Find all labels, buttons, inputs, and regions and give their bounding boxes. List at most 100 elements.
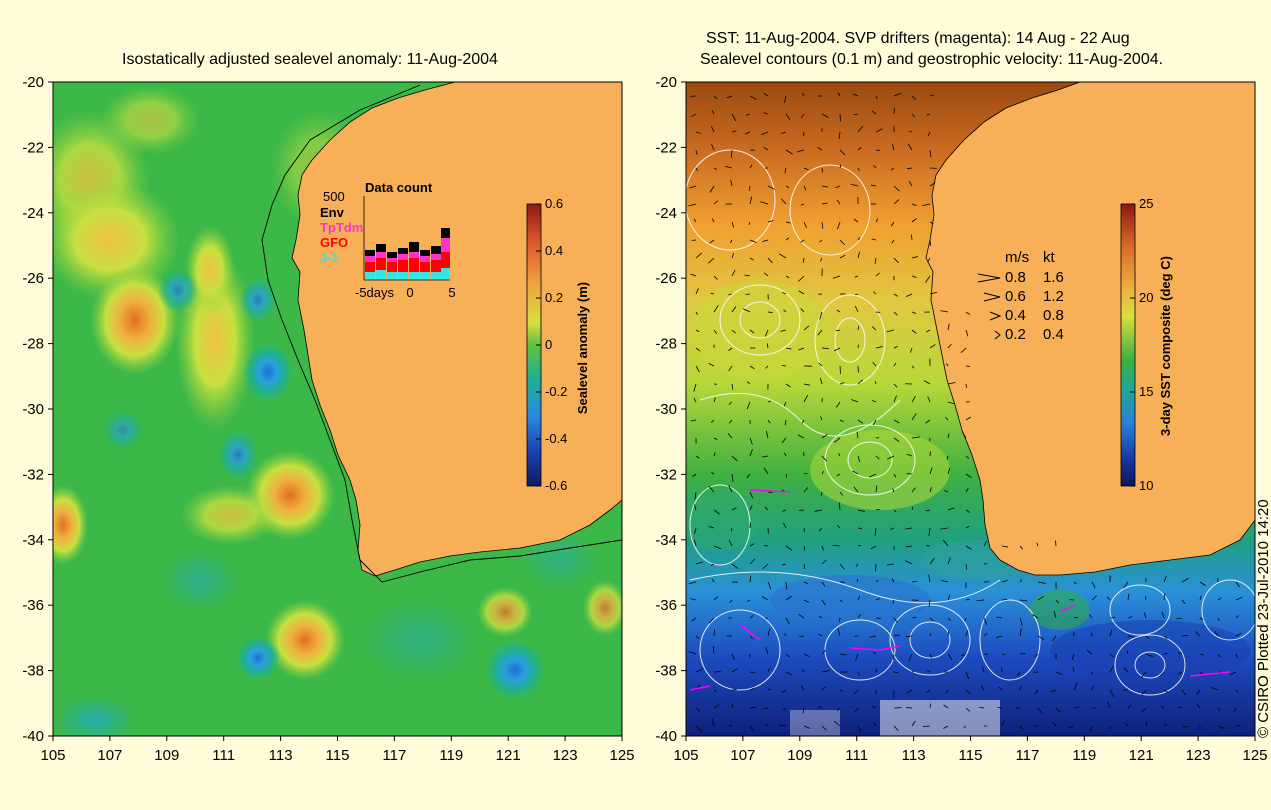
velocity-arrow	[837, 628, 841, 637]
velocity-arrow	[947, 630, 950, 637]
velocity-arrow	[785, 671, 793, 676]
velocity-arrow	[871, 238, 877, 241]
velocity-arrow	[1177, 671, 1183, 675]
velocity-arrow	[943, 704, 949, 709]
velocity-legend-header-ms: m/s	[1005, 249, 1029, 266]
velocity-arrow	[965, 473, 972, 479]
velocity-arrow	[763, 112, 769, 115]
velocity-arrow	[997, 706, 1003, 709]
data-count-legend-j-1: J-1	[320, 250, 339, 265]
velocity-arrow	[911, 396, 916, 403]
velocity-arrow	[785, 595, 793, 601]
velocity-arrow	[749, 575, 752, 583]
velocity-arrow	[1161, 611, 1165, 619]
velocity-arrow	[1196, 704, 1201, 709]
velocity-arrow	[839, 599, 843, 603]
velocity-arrow	[1178, 706, 1183, 709]
velocity-arrow	[817, 329, 823, 336]
velocity-arrow	[695, 635, 700, 639]
copyright-notice: © CSIRO Plotted 23-Jul-2010 14:20	[1255, 499, 1271, 738]
right-australia-land	[925, 82, 1255, 736]
velocity-arrow	[784, 419, 787, 426]
velocity-kt-value: 0.8	[1043, 307, 1064, 324]
velocity-arrow	[728, 539, 733, 547]
velocity-arrow	[929, 221, 934, 225]
velocity-arrow	[1159, 671, 1165, 677]
left-y-axis: -20 -22 -24 -26 -28 -30 -32 -34 -36 -38 -40	[22, 74, 53, 745]
velocity-arrow	[731, 473, 734, 482]
velocity-arrow	[713, 671, 721, 673]
velocity-arrow	[710, 563, 715, 566]
velocity-arrow	[832, 275, 841, 279]
velocity-arrow	[695, 455, 700, 459]
velocity-arrow	[893, 311, 898, 316]
data-count-title: Data count	[365, 180, 433, 195]
velocity-arrow	[767, 185, 775, 190]
left-y-tick-label: -30	[22, 401, 44, 418]
velocity-kt-value: 1.6	[1043, 269, 1064, 286]
velocity-arrow	[780, 131, 787, 134]
velocity-arrow	[818, 527, 823, 532]
velocity-arrow	[821, 455, 828, 462]
velocity-arrow	[785, 653, 790, 658]
velocity-arrow	[1163, 575, 1167, 583]
velocity-arrow	[965, 383, 967, 388]
velocity-arrow	[1091, 595, 1098, 601]
velocity-arrow	[711, 218, 715, 223]
velocity-arrow	[911, 275, 917, 278]
velocity-arrow	[875, 218, 879, 223]
velocity-arrow	[875, 617, 881, 619]
colorbar-tick-label: 0.4	[545, 243, 563, 258]
velocity-arrow	[929, 653, 932, 659]
velocity-arrow	[821, 686, 826, 691]
velocity-arrow	[1019, 652, 1026, 655]
velocity-arrow	[961, 431, 967, 439]
velocity-arrow	[765, 647, 769, 655]
velocity-arrow	[911, 436, 920, 439]
velocity-arrow	[835, 401, 841, 408]
velocity-arrow	[890, 527, 895, 530]
velocity-arrow	[853, 689, 859, 695]
velocity-arrow	[839, 254, 846, 259]
left-y-tick-label: -40	[22, 728, 44, 745]
velocity-arrow	[731, 653, 735, 660]
velocity-arrow	[709, 185, 715, 193]
velocity-arrow	[710, 292, 715, 295]
velocity-arrow	[1019, 579, 1023, 583]
velocity-arrow	[983, 540, 988, 547]
velocity-arrow	[964, 617, 967, 622]
velocity-arrow	[695, 561, 704, 565]
velocity-arrow	[983, 632, 988, 637]
velocity-arrow	[911, 487, 916, 493]
velocity-arrow	[800, 113, 805, 119]
velocity-arrow	[803, 221, 807, 228]
sla-colorbar: 0.6 0.4 0.2 0 -0.2 -0.4 -0.6 Sealevel anomaly …	[526, 196, 590, 493]
velocity-arrow	[943, 725, 949, 729]
velocity-arrow	[857, 251, 861, 259]
velocity-arrow	[1109, 629, 1113, 637]
velocity-arrow	[708, 363, 715, 367]
velocity-arrow	[708, 526, 715, 529]
velocity-arrow	[802, 707, 805, 714]
velocity-arrow	[853, 218, 859, 223]
velocity-arrow	[1145, 635, 1150, 640]
velocity-arrow	[728, 293, 733, 296]
velocity-arrow	[960, 347, 967, 353]
velocity-arrow	[731, 668, 738, 673]
velocity-arrow	[1073, 581, 1077, 585]
sst-texture	[686, 280, 1250, 736]
velocity-arrow	[1235, 596, 1243, 601]
velocity-arrow	[1124, 722, 1129, 727]
velocity-arrow	[763, 707, 769, 710]
left-x-tick-label: 115	[326, 747, 350, 764]
velocity-arrow	[1141, 707, 1147, 713]
velocity-arrow	[781, 563, 787, 566]
velocity-arrow	[929, 632, 932, 637]
velocity-arrow	[781, 689, 787, 693]
velocity-arrow	[875, 149, 880, 151]
velocity-arrow	[1217, 707, 1221, 712]
velocity-arrow	[713, 704, 720, 709]
velocity-arrow	[693, 397, 697, 403]
velocity-arrow	[982, 666, 985, 673]
velocity-arrow	[926, 669, 931, 673]
